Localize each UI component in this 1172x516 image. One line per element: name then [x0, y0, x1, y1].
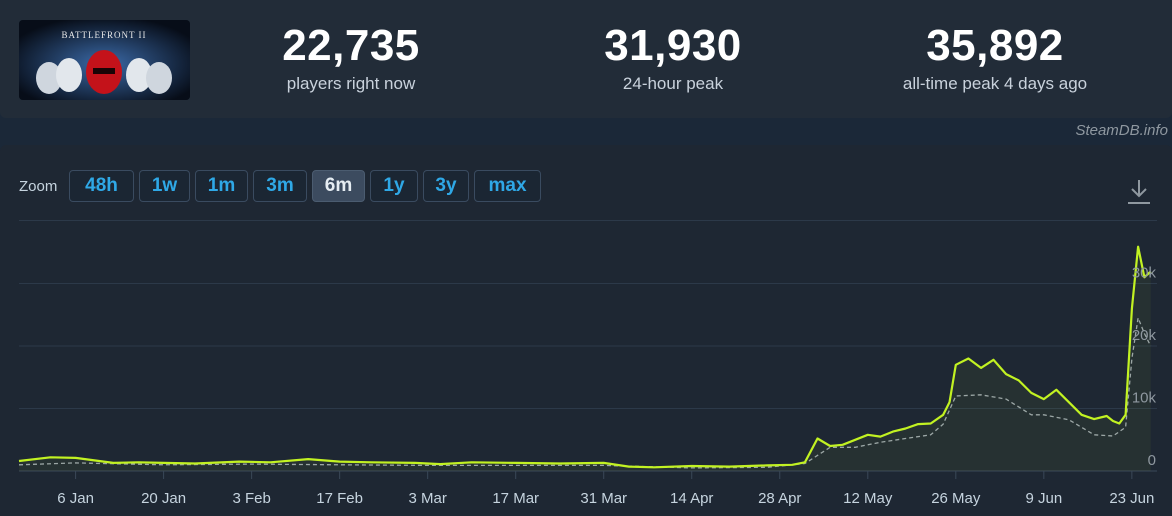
zoom-button-3m[interactable]: 3m — [253, 170, 307, 202]
x-tick-label: 6 Jan — [57, 490, 94, 507]
x-tick-label: 31 Mar — [580, 490, 627, 507]
x-tick-label: 17 Mar — [492, 490, 539, 507]
download-icon[interactable] — [1126, 178, 1152, 206]
x-axis-ticks: 6 Jan 20 Jan 3 Feb 17 Feb 3 Mar 17 Mar 31 Mar 1… — [57, 471, 1154, 507]
zoom-button-1m[interactable]: 1m — [195, 170, 248, 202]
zoom-button-max[interactable]: max — [474, 170, 541, 202]
svg-text:BATTLEFRONT II: BATTLEFRONT II — [61, 30, 146, 40]
x-tick-label: 12 May — [843, 490, 893, 507]
current-players-label: players right now — [286, 74, 416, 93]
current-players-value: 22,735 — [282, 21, 420, 70]
zoom-label: Zoom — [19, 178, 58, 195]
stat-current-players: 22,735 players right now — [221, 22, 481, 94]
stats-bar: BATTLEFRONT II 22,735 players right now … — [0, 0, 1172, 118]
chart-series — [18, 245, 1152, 471]
y-tick-label: 30k — [1132, 265, 1157, 282]
x-tick-label: 20 Jan — [141, 490, 186, 507]
stat-all-time-peak: 35,892 all-time peak 4 days ago — [865, 22, 1125, 94]
x-tick-label: 26 May — [931, 490, 981, 507]
x-tick-label: 3 Feb — [232, 490, 270, 507]
game-thumbnail-art: BATTLEFRONT II — [19, 20, 190, 100]
zoom-button-1y[interactable]: 1y — [370, 170, 418, 202]
y-tick-label: 10k — [1132, 390, 1157, 407]
chart-grid — [19, 220, 1157, 472]
x-tick-label: 28 Apr — [758, 490, 801, 507]
24h-peak-label: 24-hour peak — [622, 74, 724, 93]
players-line — [18, 245, 1152, 469]
players-area — [19, 246, 1151, 471]
24h-peak-value: 31,930 — [604, 21, 742, 70]
x-tick-label: 9 Jun — [1025, 490, 1062, 507]
all-time-peak-value: 35,892 — [926, 21, 1064, 70]
x-tick-label: 3 Mar — [409, 490, 447, 507]
steamdb-watermark[interactable]: SteamDB.info — [1075, 122, 1168, 139]
x-tick-label: 14 Apr — [670, 490, 713, 507]
game-thumbnail[interactable]: BATTLEFRONT II — [19, 20, 190, 100]
y-tick-label: 0 — [1148, 452, 1156, 469]
x-tick-label: 23 Jun — [1109, 490, 1154, 507]
stat-24h-peak: 31,930 24-hour peak — [543, 22, 803, 94]
zoom-button-3y[interactable]: 3y — [423, 170, 469, 202]
zoom-button-6m[interactable]: 6m — [312, 170, 365, 202]
zoom-button-1w[interactable]: 1w — [139, 170, 190, 202]
chart-panel — [0, 145, 1172, 516]
y-axis-ticks: 0 10k 20k 30k — [1132, 265, 1157, 470]
zoom-button-48h[interactable]: 48h — [69, 170, 134, 202]
all-time-peak-label: all-time peak 4 days ago — [902, 74, 1088, 93]
average-line — [18, 317, 1152, 469]
y-tick-label: 20k — [1132, 327, 1157, 344]
x-tick-label: 17 Feb — [316, 490, 363, 507]
